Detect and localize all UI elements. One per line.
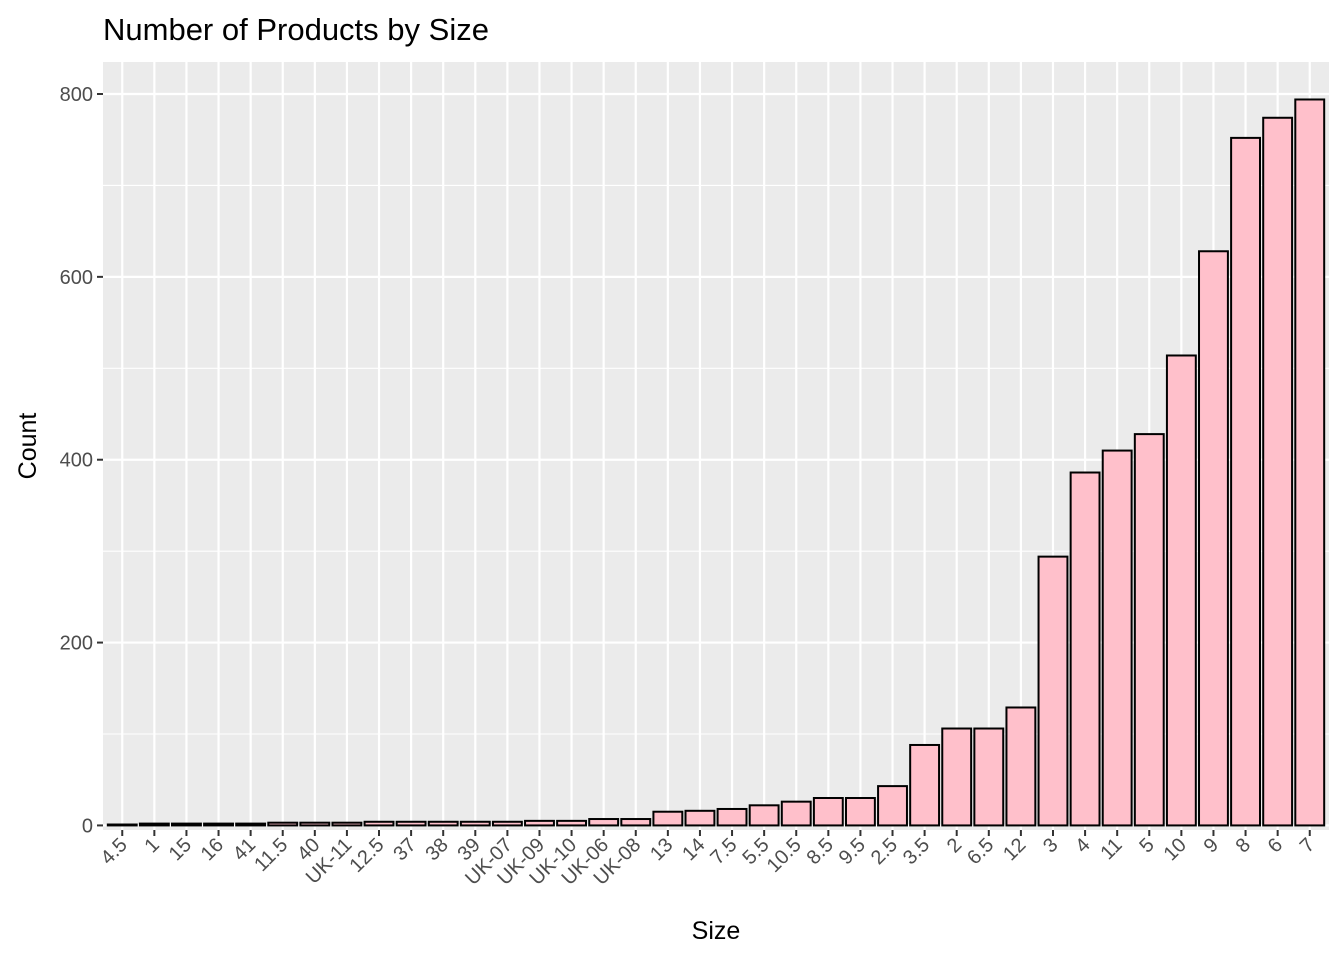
x-tick-label: 12.5: [345, 834, 388, 877]
x-tick-label: 14: [678, 834, 709, 865]
bar-UK-09: [524, 819, 555, 827]
bar-9.5: [844, 797, 876, 827]
bar-12.5: [363, 820, 395, 827]
x-tick-label: 10.5: [763, 834, 806, 877]
x-tick-label: 15: [165, 834, 196, 865]
bar-8.5: [812, 797, 844, 827]
bar-39: [459, 820, 491, 827]
y-tick-label: 600: [60, 267, 93, 289]
bar-12: [1005, 706, 1037, 827]
bar-7: [1294, 98, 1326, 827]
y-tick-label: 200: [60, 633, 93, 655]
bar-13: [652, 810, 684, 827]
y-tick-label: 0: [82, 815, 93, 837]
chart-title: Number of Products by Size: [103, 12, 489, 47]
bars: [106, 98, 1326, 827]
bar-15: [171, 822, 202, 827]
bar-UK-11: [331, 821, 363, 827]
x-tick-label: 10: [1160, 834, 1191, 865]
bar-9: [1198, 250, 1229, 827]
bar-7.5: [716, 807, 748, 827]
x-tick-label: 3.5: [899, 834, 934, 869]
bar-6: [1262, 116, 1294, 827]
bar-UK-06: [588, 818, 620, 827]
bar-5.5: [748, 804, 780, 827]
bar-11.5: [267, 821, 299, 827]
x-tick-label: 4.5: [97, 834, 132, 869]
x-tick-label: 8: [1232, 834, 1255, 857]
bar-41: [235, 822, 267, 827]
bar-UK-10: [556, 819, 588, 827]
bar-3.5: [909, 743, 941, 827]
x-tick-label: 1: [140, 834, 163, 857]
x-tick-label: 16: [197, 834, 228, 865]
bar-1: [138, 822, 170, 827]
bar-11: [1101, 449, 1133, 827]
x-tick-label: 11: [1096, 834, 1126, 864]
x-tick-label: 38: [421, 834, 452, 865]
bar-UK-08: [620, 818, 652, 827]
x-tick-label: 7.5: [706, 834, 741, 869]
bar-10: [1165, 354, 1197, 827]
bar-6.5: [973, 727, 1005, 827]
bar-2.5: [877, 785, 908, 827]
bar-3: [1037, 555, 1069, 827]
x-tick-label: 7: [1296, 834, 1319, 857]
x-tick-label: 8.5: [803, 834, 838, 869]
x-tick-label: 4: [1071, 834, 1094, 857]
bar-37: [395, 820, 427, 827]
bar-4.5: [106, 823, 138, 827]
bar-10.5: [780, 800, 812, 827]
bar-UK-07: [491, 820, 523, 827]
x-tick-label: 6: [1264, 834, 1287, 857]
bar-38: [427, 820, 459, 827]
x-tick-label: 5: [1135, 834, 1158, 857]
bar-16: [203, 822, 234, 827]
x-tick-label: 13: [646, 834, 677, 865]
bar-2: [941, 727, 973, 827]
x-axis-title: Size: [692, 917, 741, 945]
x-tick-label: 3: [1039, 834, 1062, 857]
y-tick-label: 800: [60, 84, 93, 106]
x-tick-label: 9.5: [835, 834, 870, 869]
x-tick-label: 11.5: [250, 834, 292, 876]
bar-5: [1133, 433, 1165, 827]
x-tick-label: 37: [389, 834, 420, 865]
x-tick-label: 2.5: [867, 834, 902, 869]
y-tick-label: 400: [60, 450, 93, 472]
y-axis-ticks: 0 200 400 600 800: [60, 84, 103, 837]
x-tick-label: 6.5: [963, 834, 998, 869]
x-tick-label: 12: [999, 834, 1030, 865]
bar-4: [1069, 471, 1101, 827]
x-tick-label: 9: [1200, 834, 1223, 857]
bar-8: [1230, 136, 1261, 827]
bar-14: [684, 809, 716, 827]
bar-40: [299, 821, 331, 827]
y-axis-title: Count: [14, 413, 42, 480]
